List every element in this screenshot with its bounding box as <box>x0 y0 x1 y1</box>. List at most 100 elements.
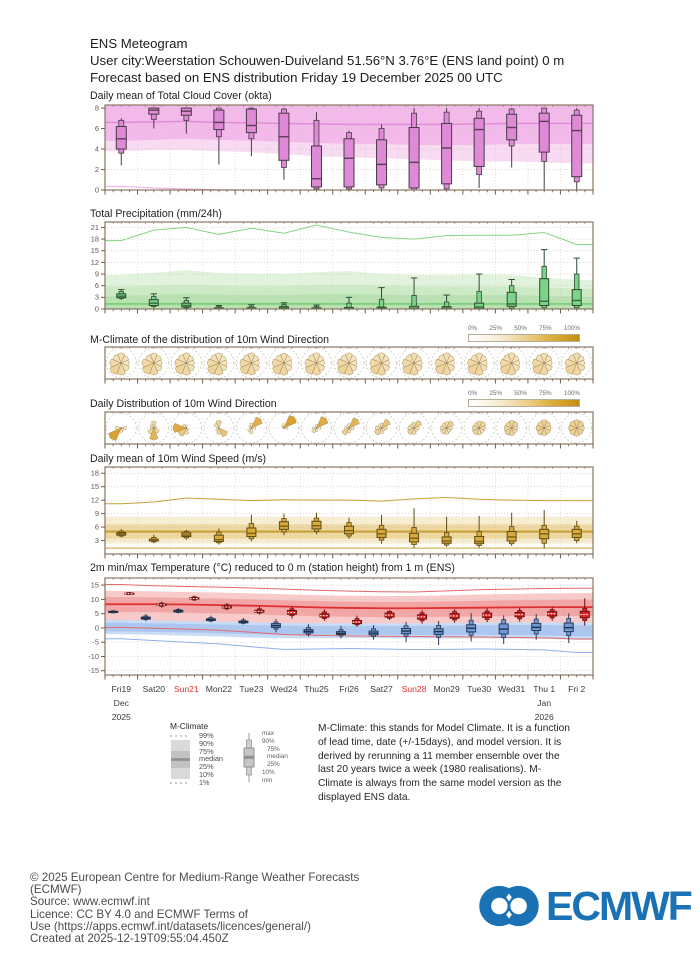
colorbar-tick-label: 100% <box>563 325 580 332</box>
chart-title-temperature: 2m min/max Temperature (°C) reduced to 0… <box>90 562 455 574</box>
footer-copyright-2: (ECMWF) <box>30 883 82 897</box>
footer-licence-url: Use (https://apps.ecmwf.int/datasets/lic… <box>30 919 311 933</box>
colorbar-tick-label: 75% <box>539 390 552 397</box>
svg-text:-15: -15 <box>88 666 99 675</box>
colorbar-gradient <box>468 334 580 342</box>
svg-text:10: 10 <box>91 595 99 604</box>
chart-title-wind-direction-daily: Daily Distribution of 10m Wind Direction <box>90 398 277 410</box>
base-time-line: Forecast based on ENS distribution Frida… <box>90 70 503 85</box>
legend-box-label: median <box>266 753 288 761</box>
footer-licence: Licence: CC BY 4.0 and ECMWF Terms of <box>30 907 248 921</box>
temperature-chart: -15 -10 -5 0 5 10 15 <box>88 577 594 680</box>
footer-created-at: Created at 2025-12-19T09:55:04.450Z <box>30 932 229 946</box>
chart-title-cloud-cover: Daily mean of Total Cloud Cover (okta) <box>90 90 272 102</box>
mclimate-legend: M-Climate 99% 90% 75% median 25% 10% 1% <box>168 721 288 787</box>
legend-percentile-label: 10% <box>199 769 214 779</box>
legend-percentile-label: 90% <box>199 738 214 748</box>
chart-title-precipitation: Total Precipitation (mm/24h) <box>90 208 222 220</box>
wind-direction-daily-colorbar: 0% 25% 50% 75% 100% <box>468 390 580 407</box>
colorbar-tick-label: 50% <box>514 390 527 397</box>
year-label: 2025 <box>111 712 131 722</box>
date-label: Mon22 <box>205 684 232 694</box>
wind-direction-mclimate-colorbar: 0% 25% 50% 75% 100% <box>468 325 580 342</box>
legend-percentile-label: 1% <box>199 777 210 787</box>
colorbar-tick-label: 25% <box>489 390 502 397</box>
ens-box-glyph <box>243 733 255 782</box>
location-line: User city:Weerstation Schouwen-Duiveland… <box>90 53 565 68</box>
page-title: ENS Meteogram <box>90 36 188 51</box>
date-label: Wed31 <box>498 684 526 694</box>
mclimate-band-glyph <box>170 735 190 784</box>
chart-title-wind-speed: Daily mean of 10m Wind Speed (m/s) <box>90 453 267 465</box>
date-label: Sat27 <box>370 684 393 694</box>
wind-direction-daily-chart <box>104 411 594 449</box>
date-label: Tue30 <box>467 684 492 694</box>
date-label: Wed24 <box>270 684 298 694</box>
legend-box-label: 90% <box>261 737 275 745</box>
ecmwf-logo-text: ECMWF <box>546 883 693 929</box>
legend-box-label: 25% <box>266 761 280 769</box>
date-label: Fri 2 <box>568 684 586 694</box>
month-label: Jan <box>537 698 552 708</box>
legend-box-label: 10% <box>261 768 275 776</box>
legend-box-label: 75% <box>266 745 280 753</box>
footer: © 2025 European Centre for Medium-Range … <box>30 871 360 946</box>
chart-title-wind-direction-mclimate: M-Climate of the distribution of 10m Win… <box>90 334 330 346</box>
svg-text:15: 15 <box>91 581 99 590</box>
svg-text:0: 0 <box>95 623 99 632</box>
footer-source: Source: www.ecmwf.int <box>30 895 150 909</box>
date-label: Mon29 <box>433 684 460 694</box>
legend-box-label: max <box>261 730 275 737</box>
svg-text:0: 0 <box>95 185 99 194</box>
date-label: Fri26 <box>339 684 359 694</box>
ecmwf-logo: ECMWF <box>477 882 693 930</box>
mclimate-band-labels: 99% 90% 75% median 25% 10% 1% <box>199 732 223 787</box>
svg-text:9: 9 <box>95 269 99 278</box>
legend-title: M-Climate <box>170 721 209 731</box>
colorbar-tick-label: 0% <box>468 390 478 397</box>
svg-text:15: 15 <box>91 246 99 255</box>
footer-copyright: © 2025 European Centre for Medium-Range … <box>30 871 360 884</box>
colorbar-labels: 0% 25% 50% 75% 100% <box>468 325 580 332</box>
svg-text:15: 15 <box>91 482 99 491</box>
colorbar-tick-label: 50% <box>514 325 527 332</box>
svg-text:4: 4 <box>95 144 99 153</box>
date-label: Thu25 <box>304 684 329 694</box>
svg-text:6: 6 <box>95 522 99 531</box>
svg-text:6: 6 <box>95 281 99 290</box>
date-label: Fri19 <box>111 684 132 694</box>
svg-text:2: 2 <box>95 165 99 174</box>
mclimate-note: M-Climate: this stands for Model Climate… <box>318 723 570 803</box>
svg-text:-10: -10 <box>88 652 99 661</box>
wind-speed-chart: 3 6 9 12 15 18 <box>91 466 594 559</box>
ecmwf-logo-icon <box>479 885 539 927</box>
colorbar-tick-label: 100% <box>563 390 580 397</box>
colorbar-tick-label: 25% <box>489 325 502 332</box>
year-label: 2026 <box>534 712 554 722</box>
colorbar-labels: 0% 25% 50% 75% 100% <box>468 390 580 397</box>
svg-text:21: 21 <box>91 223 99 232</box>
legend-percentile-label: 99% <box>199 731 214 740</box>
precipitation-chart: 0 3 6 9 12 15 18 21 <box>91 221 594 314</box>
date-label: Sun28 <box>401 684 427 694</box>
svg-text:0: 0 <box>95 304 99 313</box>
legend-percentile-label: median <box>199 754 223 764</box>
date-label: Tue23 <box>239 684 264 694</box>
colorbar-tick-label: 75% <box>539 325 552 332</box>
ens-box-labels: max 90% 75% median 25% 10% min <box>262 730 288 785</box>
month-label: Dec <box>113 698 129 708</box>
svg-text:5: 5 <box>95 609 99 618</box>
date-label: Thu 1 <box>533 684 556 694</box>
svg-text:18: 18 <box>91 469 99 478</box>
legend-percentile-label: 75% <box>199 746 214 756</box>
svg-text:6: 6 <box>95 124 99 133</box>
colorbar-gradient <box>468 399 580 407</box>
svg-text:3: 3 <box>95 293 99 302</box>
legend-percentile-label: 25% <box>199 762 214 772</box>
date-label: Sun21 <box>173 684 199 694</box>
legend-box-label: min <box>261 776 273 784</box>
date-label: Sat20 <box>142 684 166 694</box>
date-axis: Fri19 Sat20 Sun21 Mon22 Tue23 Wed24 Thu25 Fri26… <box>78 684 608 728</box>
colorbar-tick-label: 0% <box>468 325 478 332</box>
